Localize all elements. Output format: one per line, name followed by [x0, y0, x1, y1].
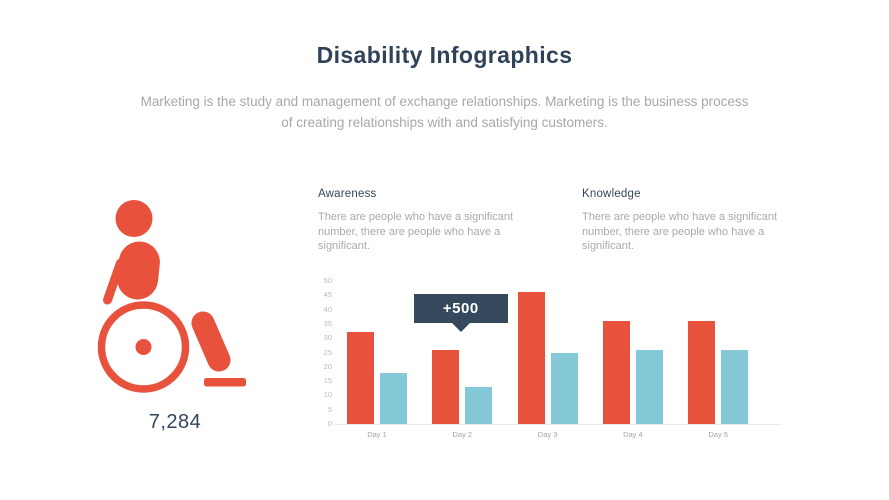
- bar-chart: 0 5 10 15 20 25 30 35 40 45 50 Day 1 Day 2 Day 3 Day 4…: [318, 277, 818, 447]
- subtitle-line-1: Marketing is the study and management of…: [140, 94, 749, 109]
- bar-knowledge-day-5: [721, 349, 749, 424]
- wheelchair-icon: [97, 200, 246, 393]
- wheelchair-figure: 7,284: [90, 190, 260, 440]
- y-axis-tick-label: 15: [323, 376, 332, 386]
- x-axis-category-label: Day 2: [452, 430, 473, 439]
- y-axis-tick-label: 25: [323, 347, 332, 357]
- x-axis-category-label: Day 1: [367, 430, 387, 439]
- page-subtitle: Marketing is the study and management of…: [0, 91, 889, 133]
- bar-knowledge-day-3: [550, 352, 578, 424]
- bar-awareness-day-3: [517, 292, 545, 424]
- section-knowledge-body: There are people who have a significant …: [582, 211, 778, 252]
- section-knowledge-heading: Knowledge: [582, 188, 641, 200]
- y-axis-tick-label: 10: [323, 390, 332, 400]
- page-title: Disability Infographics: [316, 42, 573, 68]
- bar-awareness-day-1: [347, 332, 374, 424]
- y-axis-tick-label: 5: [327, 404, 332, 414]
- disability-count: 7,284: [148, 411, 202, 433]
- y-axis-tick-label: 45: [323, 290, 332, 300]
- bar-knowledge-day-2: [465, 386, 493, 424]
- section-awareness-body: There are people who have a significant …: [318, 211, 514, 252]
- callout-annotation: +500: [413, 294, 508, 323]
- x-axis-category-label: Day 3: [537, 430, 558, 439]
- y-axis-tick-label: 40: [323, 304, 332, 314]
- bar-knowledge-day-4: [635, 349, 663, 424]
- bar-knowledge-day-1: [380, 372, 407, 424]
- y-axis-tick-label: 30: [323, 333, 332, 343]
- bar-awareness-day-5: [688, 321, 716, 424]
- bar-awareness-day-4: [602, 321, 630, 424]
- subtitle-line-2: of creating relationships with and satis…: [281, 115, 608, 130]
- y-axis-tick-label: 35: [323, 318, 332, 328]
- x-axis-line: [334, 424, 782, 425]
- section-knowledge: Knowledge There are people who have a si…: [582, 188, 797, 254]
- section-awareness: Awareness There are people who have a si…: [318, 188, 533, 254]
- y-axis-tick-label: 50: [323, 276, 332, 285]
- y-axis-tick-label: 0: [327, 419, 332, 428]
- x-axis-category-label: Day 5: [708, 430, 728, 439]
- x-axis-category-label: Day 4: [623, 430, 643, 439]
- y-axis-tick-label: 20: [323, 361, 332, 371]
- bar-awareness-day-2: [432, 349, 460, 424]
- section-awareness-heading: Awareness: [318, 188, 377, 200]
